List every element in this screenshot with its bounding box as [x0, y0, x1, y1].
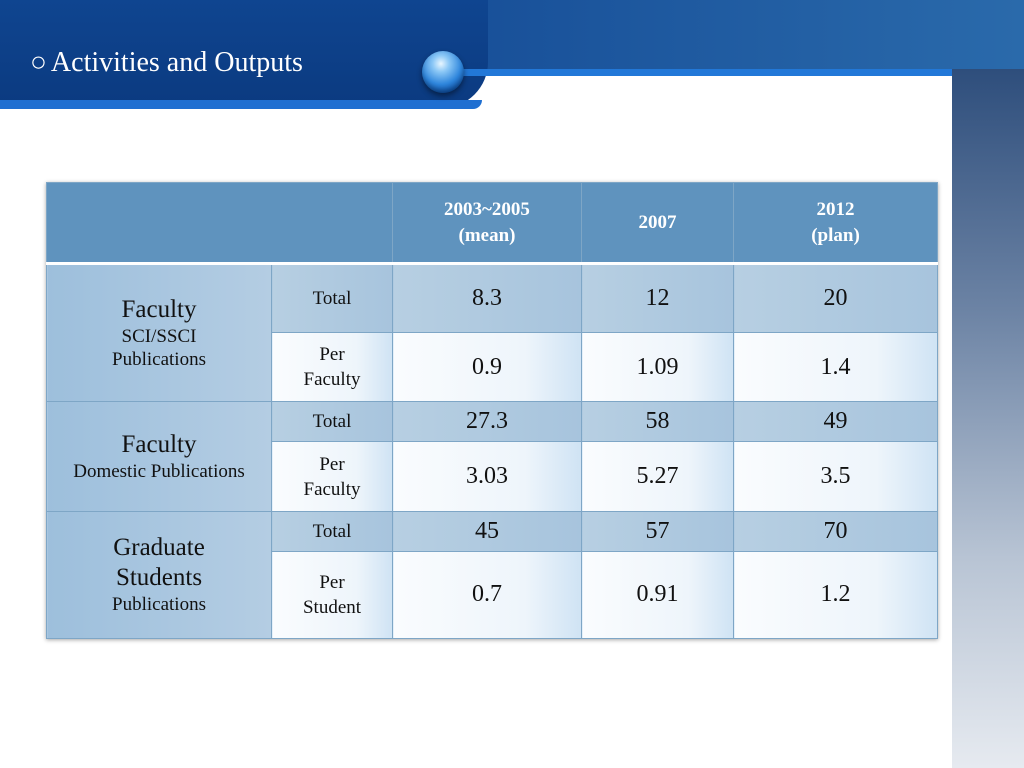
header-cell-2012: 2012 (plan): [733, 182, 938, 265]
table-row: Faculty Domestic Publications Total 27.3…: [46, 401, 938, 512]
table-cell: 70: [733, 510, 938, 552]
page-title-text: Activities and Outputs: [50, 47, 303, 78]
table-cell: 3.5: [733, 441, 938, 512]
table-cell: 58: [581, 401, 734, 443]
row-label: Total: [271, 262, 393, 334]
header-cell-2003-2005: 2003~2005 (mean): [392, 182, 582, 265]
table-row: Faculty SCI/SSCI Publications Total 8.3 …: [46, 262, 938, 403]
table-cell: 27.3: [392, 401, 582, 443]
group-label-faculty-domestic: Faculty Domestic Publications: [46, 401, 272, 512]
table-row: Per Student 0.7 0.91 1.2: [47, 550, 938, 640]
table-cell: 1.2: [733, 550, 938, 640]
header-stripe: [430, 69, 953, 76]
page-title: ○ Activities and Outputs: [30, 44, 303, 82]
table-cell: 3.03: [392, 441, 582, 512]
header-cell-blank: [46, 182, 393, 265]
table-cell: 1.09: [581, 332, 734, 403]
row-label: Total: [271, 510, 393, 552]
row-label: Total: [271, 401, 393, 443]
right-decorative-strip: [952, 69, 1024, 768]
publications-table: 2003~2005 (mean) 2007 2012 (plan) Facult…: [46, 182, 938, 640]
table-cell: 5.27: [581, 441, 734, 512]
header-tab-accent: [0, 100, 482, 109]
group-label-graduate-students: Graduate Students Publications: [46, 510, 272, 640]
table-cell: 20: [733, 262, 938, 334]
table-cell: 0.7: [392, 550, 582, 640]
group-label-faculty-sci: Faculty SCI/SSCI Publications: [46, 262, 272, 403]
table-cell: 1.4: [733, 332, 938, 403]
table-row: Per Faculty 3.03 5.27 3.5: [47, 441, 938, 512]
table-cell: 12: [581, 262, 734, 334]
table-cell: 0.9: [392, 332, 582, 403]
table-row: Graduate Students Publications Total 45 …: [46, 510, 938, 640]
bullet-circle-icon: ○: [30, 47, 47, 78]
table-cell: 49: [733, 401, 938, 443]
table-row: Per Faculty 0.9 1.09 1.4: [47, 332, 938, 403]
table-cell: 57: [581, 510, 734, 552]
header-cell-2007: 2007: [581, 182, 734, 265]
table-cell: 0.91: [581, 550, 734, 640]
row-label: Per Faculty: [271, 332, 393, 403]
table-header-row: 2003~2005 (mean) 2007 2012 (plan): [46, 182, 938, 265]
table-cell: 45: [392, 510, 582, 552]
row-label: Per Faculty: [271, 441, 393, 512]
orb-icon: [422, 51, 464, 93]
row-label: Per Student: [271, 550, 393, 640]
table-cell: 8.3: [392, 262, 582, 334]
header-title-tab: [0, 0, 488, 108]
